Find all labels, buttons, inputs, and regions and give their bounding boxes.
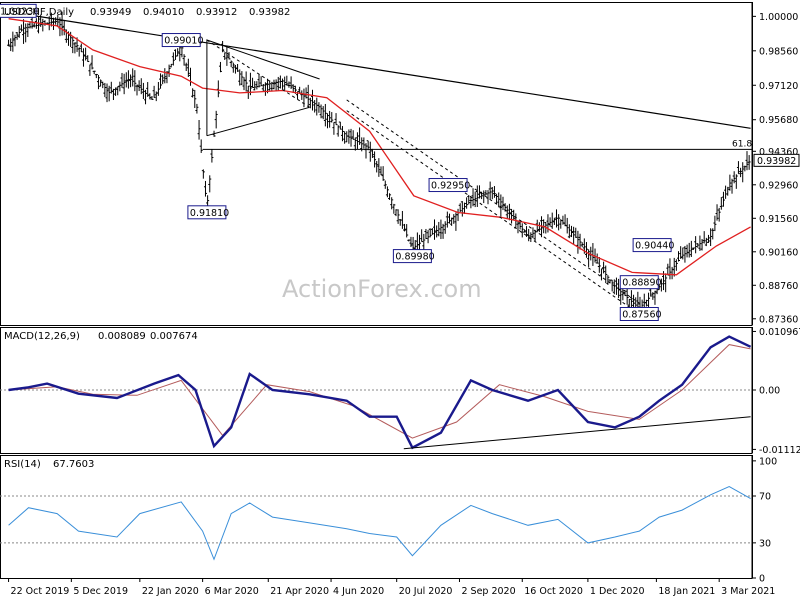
x-tick-label: 6 Mar 2020: [205, 586, 259, 597]
price-annotation-label: 0.99010: [164, 36, 203, 47]
macd-title: MACD(12,26,9): [4, 331, 80, 342]
macd-y-tick-label: -0.011127: [759, 445, 800, 456]
fib-label: 61.8: [732, 139, 752, 149]
price-high: 0.94010: [143, 7, 184, 18]
rsi-panel-frame: [0, 455, 753, 579]
rsi-y-tick-label: 0: [759, 574, 765, 585]
triangle-dashed-line: [206, 39, 310, 108]
last-price-box: [753, 153, 800, 167]
price-annotation-box: [632, 238, 672, 253]
price-y-tick-label: 0.91560: [759, 214, 798, 225]
price-y-tick-label: 0.95680: [759, 115, 798, 126]
macd-y-tick-label: 0.010967: [759, 327, 800, 338]
rsi-line: [8, 486, 751, 561]
price-close: 0.93982: [249, 7, 290, 18]
price-annotation-label: 0.90440: [635, 241, 674, 252]
watermark: ActionForex.com: [282, 275, 482, 303]
x-tick-label: 22 Jan 2020: [142, 586, 199, 597]
price-annotation-box: [0, 3, 37, 18]
price-y-tick-label: 0.97120: [759, 81, 798, 92]
price-y-tick-label: 0.90160: [759, 247, 798, 258]
price-open: 0.93949: [90, 7, 131, 18]
price-title: USDCHF,Daily: [4, 7, 74, 18]
channel-bottom-line: [346, 110, 640, 315]
x-tick-label: 4 Jun 2020: [333, 586, 384, 597]
x-tick-label: 5 Dec 2019: [73, 586, 128, 597]
price-annotation-label: 0.92950: [431, 181, 470, 192]
macd-line: [8, 335, 752, 450]
price-annotation-label: 1.00230: [0, 6, 39, 17]
price-annotation-box: [428, 178, 468, 193]
macd-signal-line: [8, 344, 751, 439]
rsi-y-tick-label: 30: [759, 538, 771, 549]
rsi-title: RSI(14): [4, 459, 41, 470]
rsi-value: 67.7603: [53, 459, 94, 470]
price-annotation-box: [161, 33, 201, 48]
price-annotation-box: [187, 205, 227, 220]
price-annotation-box: [619, 306, 659, 321]
price-annotation-label: 0.88890: [622, 278, 661, 289]
rsi-y-tick-label: 100: [759, 456, 777, 467]
price-y-tick-label: 0.88760: [759, 281, 798, 292]
price-y-tick-label: 1.00000: [759, 12, 798, 23]
price-y-tick-label: 0.87360: [759, 314, 798, 325]
macd-y-tick-label: 0.00: [759, 386, 780, 397]
x-tick-label: 2 Sep 2020: [461, 586, 515, 597]
x-tick-label: 20 Jul 2020: [399, 586, 453, 597]
price-annotation-label: 0.87560: [622, 309, 661, 320]
price-y-tick-label: 0.92960: [759, 180, 798, 191]
moving-average-line: [8, 18, 751, 276]
x-tick-label: 1 Dec 2020: [590, 586, 645, 597]
price-y-tick-label: 0.98560: [759, 46, 798, 57]
triangle-lower-edge: [206, 106, 310, 137]
rsi-y-tick-label: 70: [759, 492, 771, 503]
x-tick-label: 16 Oct 2020: [524, 586, 583, 597]
x-tick-label: 21 Apr 2020: [270, 586, 329, 597]
x-tick-label: 22 Oct 2019: [11, 586, 70, 597]
price-annotation-label: 0.91810: [190, 208, 229, 219]
price-annotation-label: 0.89980: [395, 252, 434, 263]
macd-value: 0.008089: [98, 331, 146, 342]
x-tick-label: 18 Jan 2021: [658, 586, 715, 597]
channel-top-line: [346, 99, 640, 304]
upper-trendline: [19, 12, 751, 129]
price-bars: [7, 11, 751, 316]
price-low: 0.93912: [196, 7, 237, 18]
last-price-label: 0.93982: [757, 156, 796, 167]
signal-value: 0.007674: [150, 331, 198, 342]
price-annotation-box: [619, 275, 659, 290]
x-tick-label: 3 Mar 2021: [721, 586, 775, 597]
price-annotation-box: [392, 249, 432, 264]
price-y-tick-label: 0.94360: [759, 147, 798, 158]
macd-trendline: [403, 416, 751, 450]
